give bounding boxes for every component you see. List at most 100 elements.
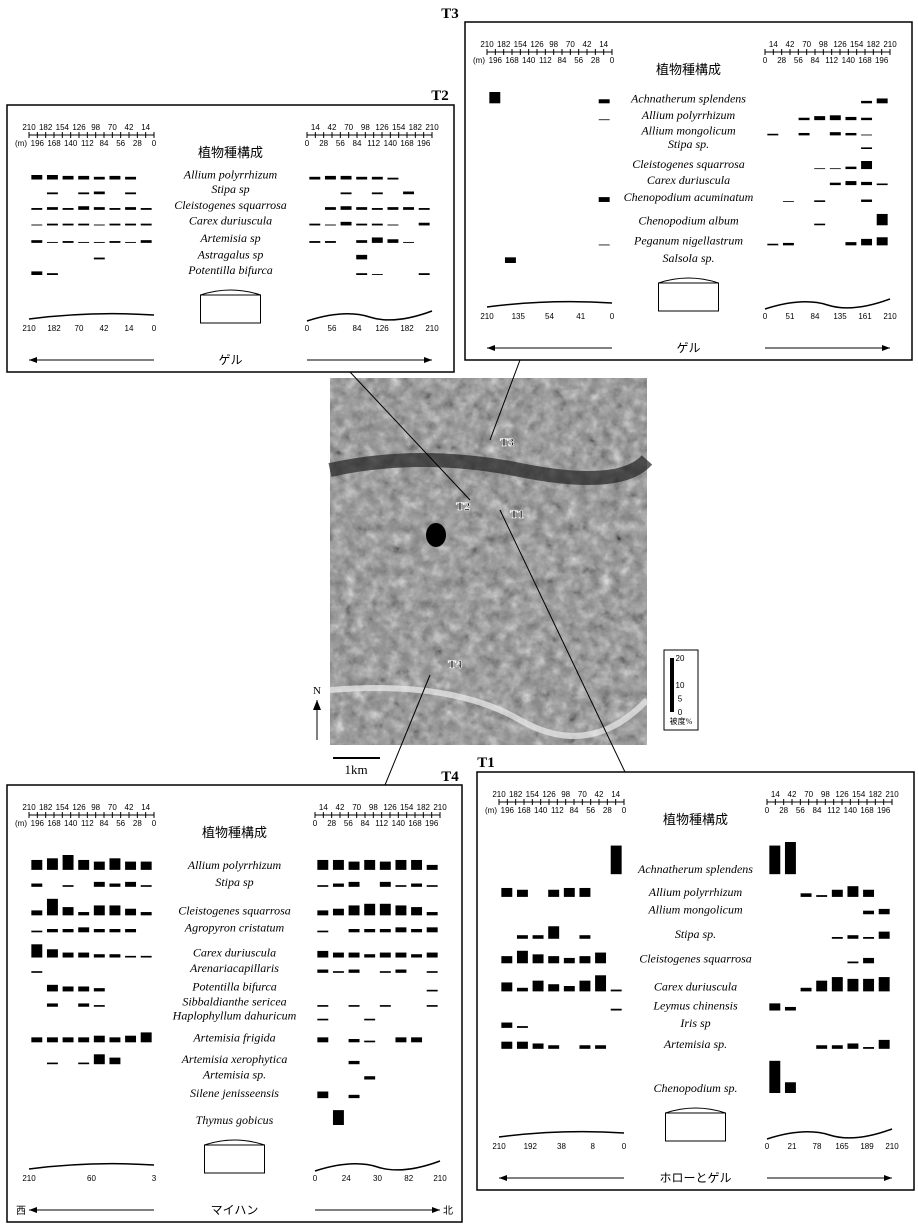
bar — [829, 182, 841, 186]
species-name: Stipa sp — [211, 182, 249, 196]
bar — [93, 881, 105, 887]
bar — [847, 935, 859, 939]
tick-label: 56 — [116, 139, 125, 148]
direction-label: 北 — [443, 1205, 453, 1217]
structure-label: マイハン — [211, 1203, 259, 1217]
bar — [31, 944, 43, 958]
bar — [798, 117, 810, 121]
profile-label: 210 — [22, 324, 36, 333]
heading: 植物種構成 — [663, 812, 728, 827]
tick-label: 70 — [804, 790, 813, 799]
species-name: Allium polyrrhizum — [187, 858, 282, 872]
bar — [784, 1006, 796, 1011]
bar — [610, 989, 622, 992]
bar — [782, 201, 794, 202]
tick-label: 126 — [383, 803, 397, 812]
bar — [371, 223, 383, 226]
tick-label: 112 — [81, 139, 94, 148]
bar — [62, 223, 74, 226]
connector — [384, 674, 431, 786]
tick-label: 84 — [570, 806, 579, 815]
tick-label: 210 — [425, 123, 439, 132]
bar — [387, 239, 399, 243]
profile-label: 78 — [813, 1142, 822, 1151]
bar — [332, 859, 344, 870]
species-name: Chenopodium acuminatum — [624, 190, 754, 204]
bar — [348, 1094, 360, 1099]
bar — [371, 192, 383, 195]
tick-label: 98 — [91, 123, 100, 132]
profile-label: 42 — [100, 324, 109, 333]
tick-label: 70 — [802, 40, 811, 49]
bar — [93, 1054, 105, 1065]
bar — [501, 1022, 513, 1028]
species-name: Allium mongolicum — [640, 123, 736, 137]
tick-label: 168 — [858, 56, 872, 65]
map-dark-band — [328, 453, 653, 485]
legend-tick: 10 — [676, 681, 685, 690]
bar — [364, 929, 376, 933]
bar — [863, 1047, 875, 1049]
bar — [348, 881, 360, 887]
bar — [78, 223, 90, 226]
bar — [125, 955, 137, 958]
bar — [371, 176, 383, 180]
bar — [418, 208, 430, 210]
bar — [847, 961, 859, 964]
species-name: Peganum nigellastrum — [633, 233, 743, 247]
bar — [348, 1039, 360, 1043]
tick-label: 126 — [72, 803, 86, 812]
bar — [62, 907, 74, 916]
tick-label: 154 — [852, 790, 866, 799]
map-label: T4 — [448, 657, 462, 671]
profile-label: 0 — [763, 312, 768, 321]
structure-icon — [200, 294, 261, 324]
bar — [46, 192, 58, 195]
profile-line — [306, 310, 433, 322]
species-name: Potentilla bifurca — [187, 263, 273, 277]
bar — [31, 971, 43, 973]
bar — [769, 1060, 781, 1093]
species-name: Artemisia frigida — [192, 1030, 275, 1044]
bar — [309, 241, 321, 243]
tick-label: 196 — [875, 56, 889, 65]
bar — [109, 883, 121, 887]
bar — [317, 930, 329, 933]
bar — [418, 222, 430, 226]
bar — [861, 147, 873, 149]
bar — [504, 257, 516, 263]
tick-label: 168 — [400, 139, 414, 148]
species-name: Artemisia sp. — [663, 1037, 727, 1051]
bar — [863, 889, 875, 897]
tick-label: 182 — [417, 803, 431, 812]
profile-label: 84 — [811, 312, 820, 321]
bar — [371, 274, 383, 275]
bar — [46, 241, 58, 243]
bar — [532, 980, 544, 992]
species-name: Carex duriuscula — [193, 946, 276, 960]
bar — [62, 1037, 74, 1043]
bar — [93, 176, 105, 180]
bar — [317, 1005, 329, 1007]
bar — [140, 861, 152, 870]
profile-label: 210 — [425, 324, 439, 333]
bar — [93, 207, 105, 210]
bar — [356, 223, 368, 226]
units: (m) — [473, 56, 485, 65]
profile-label: 182 — [400, 324, 414, 333]
species-name: Artemisia sp. — [202, 1068, 266, 1082]
bar — [598, 99, 610, 104]
bar — [595, 975, 607, 992]
bar — [317, 1091, 329, 1099]
heading: 植物種構成 — [656, 62, 721, 77]
tick-label: 112 — [551, 806, 564, 815]
structure-roof — [204, 1139, 265, 1146]
bar — [31, 930, 43, 933]
bar — [829, 115, 841, 121]
tick-label: 154 — [850, 40, 864, 49]
tick-label: 154 — [392, 123, 406, 132]
bar — [140, 223, 152, 226]
tick-label: 42 — [786, 40, 795, 49]
profile-label: 210 — [22, 1174, 36, 1183]
bar — [829, 168, 841, 170]
